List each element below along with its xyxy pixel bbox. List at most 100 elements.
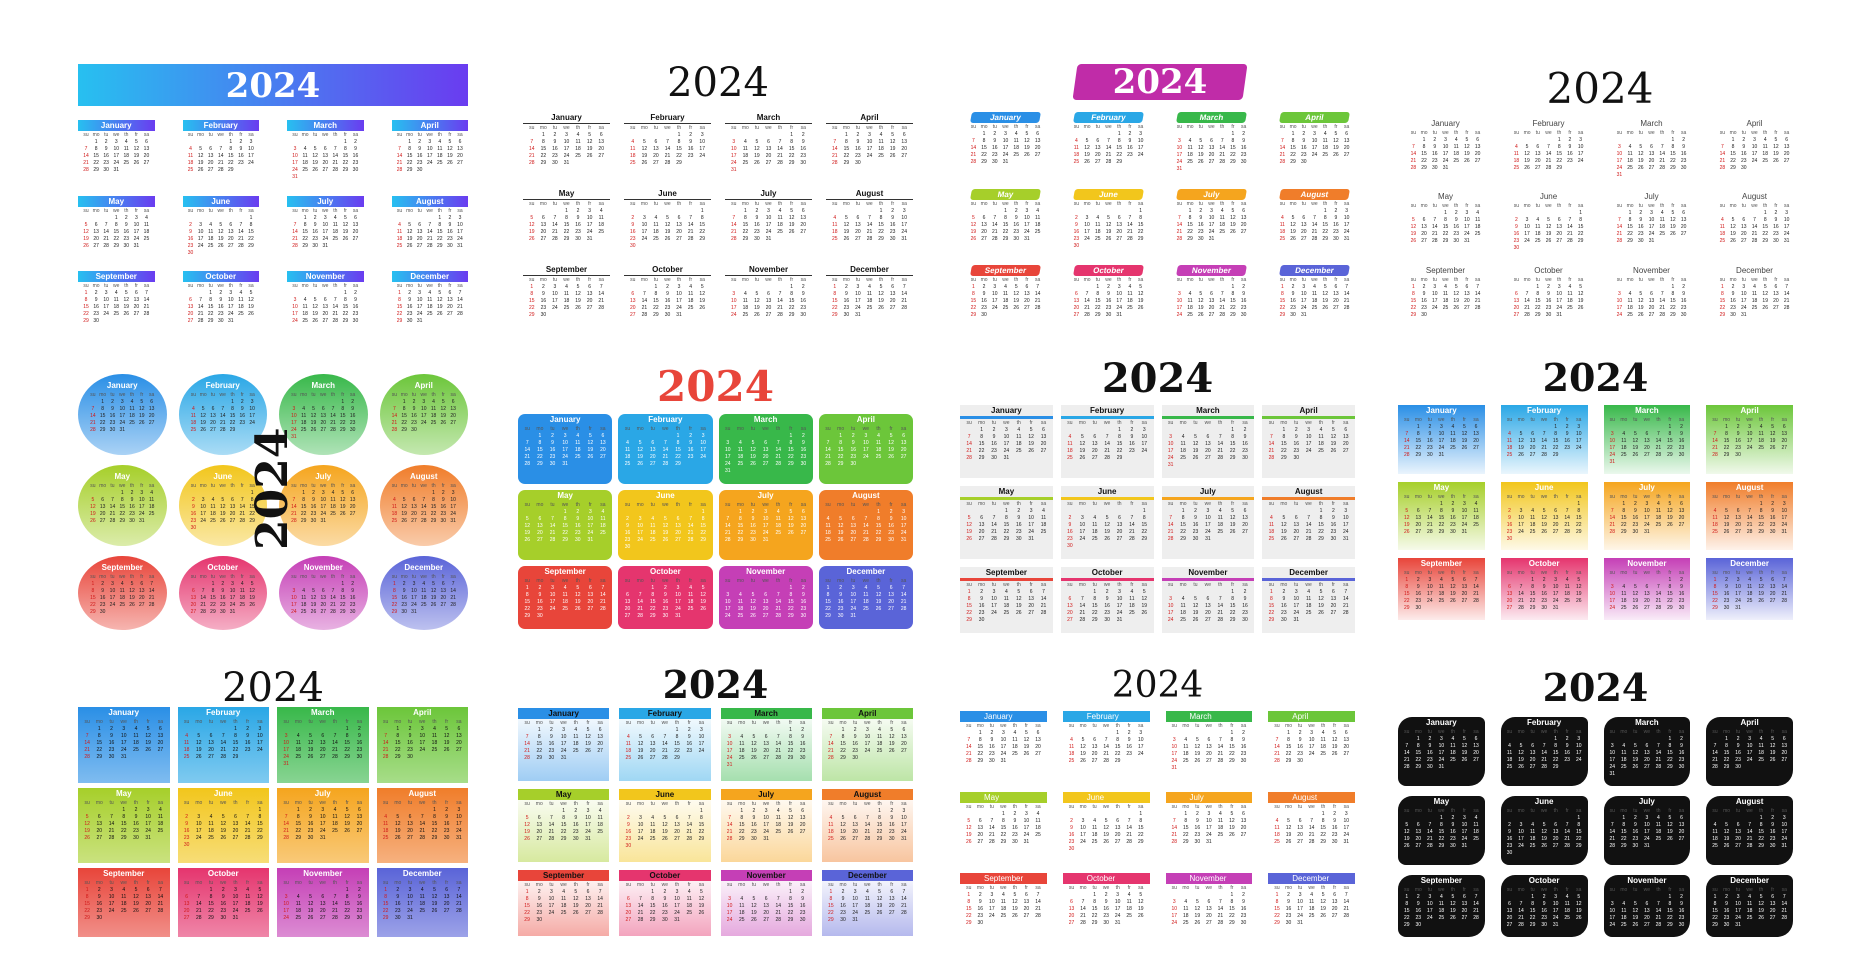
weekday-label: th xyxy=(432,799,437,806)
day-cell: 18 xyxy=(1627,304,1633,311)
weekday-label: fr xyxy=(889,426,893,432)
day-cell: 7 xyxy=(104,221,108,228)
day-cell: 10 xyxy=(852,896,858,902)
weekday-label: su xyxy=(524,502,530,508)
day-cell: 24 xyxy=(1556,304,1562,311)
day-cell: 3 xyxy=(1650,210,1653,217)
day-cell: 5 xyxy=(130,581,134,587)
weekday-label: fr xyxy=(239,132,243,138)
day-cell: 16 xyxy=(552,146,558,152)
day-cell: 16 xyxy=(1281,603,1287,609)
day-cell: 30 xyxy=(1192,536,1199,542)
day-cell: 2 xyxy=(1017,508,1021,514)
day-cell: 31 xyxy=(852,917,858,923)
day-cell: 18 xyxy=(302,311,308,318)
day-cell: 30 xyxy=(992,159,998,165)
day-cell: 6 xyxy=(97,813,101,820)
day-cell: 7 xyxy=(663,734,667,740)
month-may: May su mo tu we th fr sa 1 2 3 4 5 6 7 8 9 10 11 12 13 14 15 16… xyxy=(518,789,610,862)
day-cell: 10 xyxy=(1741,290,1747,297)
month-march: March su mo tu we th fr sa 1 2 3 4 5 6 7 8 9 10 11 12 13 14 15… xyxy=(1603,405,1691,474)
day-cell: 3 xyxy=(853,889,857,895)
day-cell: 22 xyxy=(560,829,567,835)
month-august: August su mo tu we th fr sa 1 2 3 4 5 6 7 8 9 10 11 12 13 14 1… xyxy=(379,465,468,546)
day-cell: 29 xyxy=(674,755,680,761)
day-cell: 25 xyxy=(876,748,883,754)
day-cell: 20 xyxy=(1529,445,1536,451)
day-cell: 4 xyxy=(433,726,436,732)
day-cell: 8 xyxy=(341,406,345,412)
day-cell: 5 xyxy=(576,585,580,591)
month-name: October xyxy=(207,869,239,879)
day-cell: 26 xyxy=(443,747,450,753)
day-cell: 31 xyxy=(1301,312,1307,319)
day-cell: 25 xyxy=(1305,610,1312,616)
day-cell: 12 xyxy=(1192,441,1199,447)
weekday-label: su xyxy=(382,880,389,887)
day-cell: 3 xyxy=(1004,427,1008,433)
day-cell: 4 xyxy=(776,509,780,515)
weekday-label: fr xyxy=(689,502,693,508)
day-cell: 27 xyxy=(1461,598,1468,605)
day-grid: su mo tu we th fr sa 1 2 3 4 5 6 7 8 9 10 11 12 13 14 15 16 17 1… xyxy=(719,577,813,622)
day-cell: 22 xyxy=(1415,445,1422,451)
day-cell: 19 xyxy=(344,820,350,827)
day-cell: 25 xyxy=(687,606,694,612)
weekday-label: sa xyxy=(1035,723,1041,729)
day-cell: 5 xyxy=(1771,424,1775,430)
day-cell: 20 xyxy=(322,311,329,318)
day-cell: 2 xyxy=(1068,515,1072,521)
day-cell: 5 xyxy=(877,585,880,591)
day-cell: 6 xyxy=(1650,290,1653,297)
day-cell: 29 xyxy=(119,518,126,524)
day-cell: 10 xyxy=(420,406,427,412)
day-cell: 1 xyxy=(1579,210,1583,217)
weekday-label: tu xyxy=(1741,203,1746,210)
day-grid: su mo tu we th fr sa 1 2 3 4 5 6 7 8 9 10 11 12 13 14 15 16 17 1… xyxy=(78,391,167,435)
weekday-label: fr xyxy=(689,277,693,283)
day-grid: su mo tu we th fr sa 1 2 3 4 5 6 7 8 9 10 11 12 13 14 15 16 17 1… xyxy=(1706,416,1793,461)
day-cell: 5 xyxy=(1194,434,1197,440)
weekday-label: mo xyxy=(99,392,107,398)
weekday-label: we xyxy=(1205,723,1213,729)
weekday-label: we xyxy=(420,392,427,398)
day-cell: 13 xyxy=(763,741,769,747)
day-cell: 21 xyxy=(1719,158,1726,164)
day-cell: 29 xyxy=(344,754,350,760)
day-cell: 2 xyxy=(1725,577,1728,584)
weekday-label: su xyxy=(1506,417,1513,423)
weekday-label: we xyxy=(119,574,126,580)
day-cell: 26 xyxy=(1575,598,1582,605)
day-cell: 19 xyxy=(1762,297,1768,304)
day-cell: 10 xyxy=(675,592,681,598)
weekday-label: su xyxy=(1410,130,1416,136)
day-cell: 23 xyxy=(1680,158,1687,164)
day-cell: 9 xyxy=(221,588,225,594)
day-cell: 23 xyxy=(416,160,423,166)
day-grid: su mo tu we th fr sa 1 2 3 4 5 6 7 8 9 10 11 12 13 14 15 16 17 1… xyxy=(287,282,364,327)
day-cell: 18 xyxy=(396,235,403,242)
day-cell: 22 xyxy=(1403,598,1410,605)
weekday-label: we xyxy=(661,882,669,888)
day-cell: 1 xyxy=(84,290,88,297)
day-cell: 8 xyxy=(393,588,396,594)
day-cell: 14 xyxy=(1217,744,1224,750)
day-cell: 31 xyxy=(1461,528,1468,535)
weekday-label: sa xyxy=(1242,501,1248,507)
day-cell: 14 xyxy=(1659,151,1665,157)
day-cell: 15 xyxy=(970,298,977,305)
day-cell: 27 xyxy=(1091,455,1098,461)
day-cell: 8 xyxy=(231,406,234,412)
day-cell: 19 xyxy=(197,160,204,166)
day-cell: 31 xyxy=(725,468,731,474)
day-grid: su mo tu we th fr sa 1 2 3 4 5 6 7 8 9 10 11 12 13 14 15 16 17 1… xyxy=(377,718,469,763)
day-grid: su mo tu we th fr sa 1 2 3 4 5 6 7 8 9 10 11 12 13 14 15 16 17 1… xyxy=(1501,416,1588,461)
day-cell: 10 xyxy=(145,813,151,820)
day-cell: 25 xyxy=(738,755,745,761)
month-july: July su mo tu we th fr sa 1 2 3 4 5 6 7 8 9 10 11 12 13 14 15 1… xyxy=(1611,191,1692,256)
day-cell: 16 xyxy=(1678,591,1685,598)
day-cell: 1 xyxy=(563,509,567,515)
day-cell: 22 xyxy=(788,454,794,460)
day-cell: 5 xyxy=(1542,507,1546,514)
weekday-label: su xyxy=(1719,130,1725,136)
